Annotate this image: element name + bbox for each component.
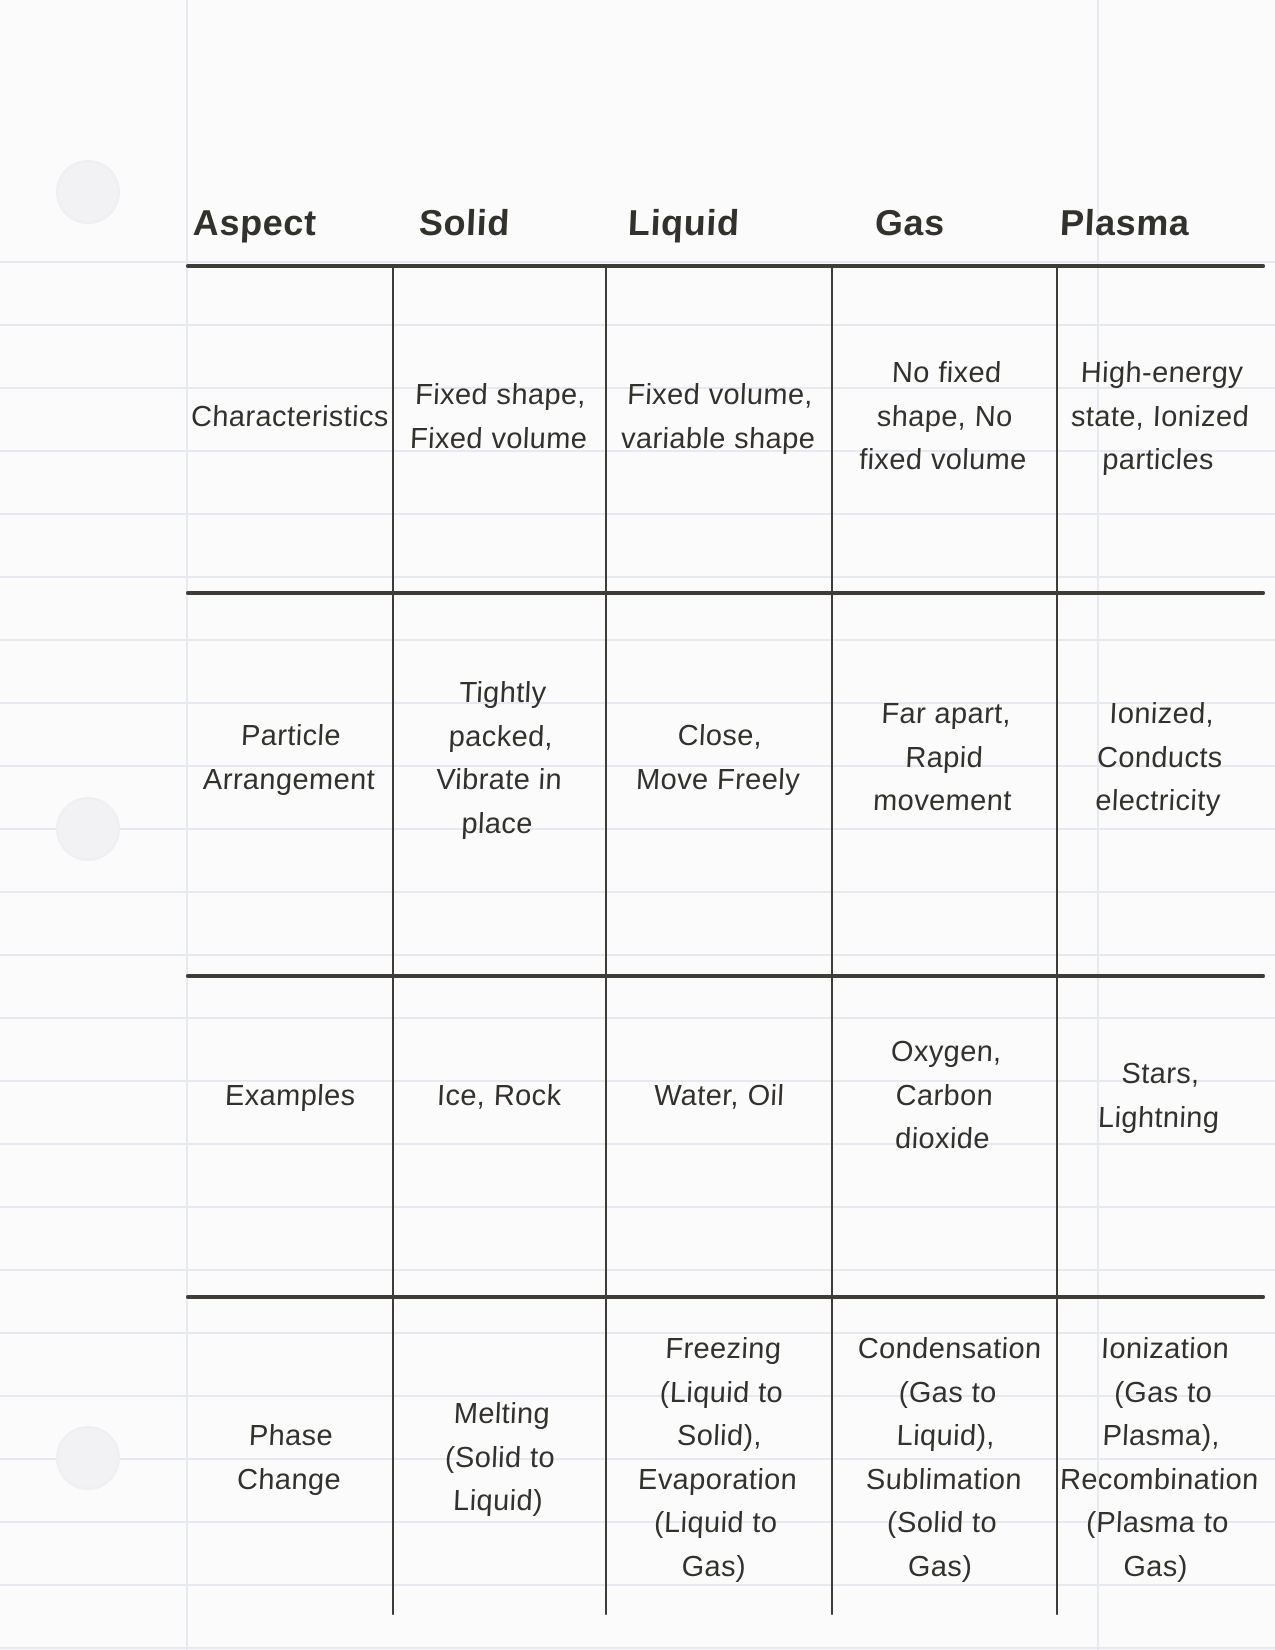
column-header-solid-label: Solid <box>418 202 511 243</box>
margin-line-left <box>186 0 188 1650</box>
states-of-matter-table: Aspect Solid Liquid Gas Plasma Character… <box>187 160 1263 1615</box>
row-header-characteristics: Characteristics <box>187 266 393 593</box>
table-row-divider-3 <box>186 1295 1265 1299</box>
cell-phase-change-gas-text: Condensation (Gas to Liquid), Sublimatio… <box>856 1332 1042 1583</box>
column-header-solid: Solid <box>393 160 606 266</box>
cell-characteristics-plasma: High-energy state, Ionized particles <box>1057 266 1263 593</box>
cell-characteristics-gas-text: No fixed shape, No fixed volume <box>858 357 1028 477</box>
column-header-aspect-label: Aspect <box>192 202 318 243</box>
cell-characteristics-liquid-text: Fixed volume, variable shape <box>620 379 816 455</box>
table-column-divider-2 <box>605 266 607 1615</box>
cell-examples-plasma: Stars, Lightning <box>1057 976 1263 1297</box>
cell-particle-arrangement-plasma: Ionized, Conducts electricity <box>1057 593 1263 976</box>
cell-characteristics-solid-text: Fixed shape, Fixed volume <box>409 379 588 455</box>
row-header-examples: Examples <box>187 976 393 1297</box>
column-header-plasma: Plasma <box>1057 160 1263 266</box>
cell-characteristics-liquid: Fixed volume, variable shape <box>606 266 832 593</box>
column-header-plasma-label: Plasma <box>1059 202 1191 243</box>
cell-phase-change-gas: Condensation (Gas to Liquid), Sublimatio… <box>832 1297 1057 1615</box>
cell-phase-change-plasma-text: Ionization (Gas to Plasma), Recombinatio… <box>1059 1332 1260 1583</box>
table-header-underline <box>186 264 1265 268</box>
binder-hole-bottom <box>56 1426 120 1490</box>
binder-hole-middle <box>56 797 120 861</box>
cell-examples-solid: Ice, Rock <box>393 976 606 1297</box>
column-header-liquid-label: Liquid <box>627 202 741 243</box>
row-header-examples-label: Examples <box>224 1079 356 1112</box>
cell-characteristics-solid: Fixed shape, Fixed volume <box>393 266 606 593</box>
table-row-divider-2 <box>186 974 1265 978</box>
table-column-divider-1 <box>392 266 394 1615</box>
cell-characteristics-gas: No fixed shape, No fixed volume <box>832 266 1057 593</box>
cell-examples-solid-text: Ice, Rock <box>436 1079 563 1112</box>
row-header-particle-arrangement: Particle Arrangement <box>187 593 393 976</box>
row-header-phase-change: Phase Change <box>187 1297 393 1615</box>
cell-examples-gas-text: Oxygen, Carbon dioxide <box>890 1036 1003 1156</box>
cell-phase-change-liquid: Freezing (Liquid to Solid), Evaporation … <box>606 1297 832 1615</box>
cell-particle-arrangement-liquid-text: Close, Move Freely <box>635 720 801 796</box>
cell-phase-change-plasma: Ionization (Gas to Plasma), Recombinatio… <box>1057 1297 1263 1615</box>
column-header-liquid: Liquid <box>606 160 832 266</box>
cell-particle-arrangement-solid-text: Tightly packed, Vibrate in place <box>434 676 563 840</box>
row-header-phase-change-label: Phase Change <box>236 1419 342 1496</box>
cell-particle-arrangement-gas-text: Far apart, Rapid movement <box>872 698 1013 818</box>
column-header-aspect: Aspect <box>187 160 393 266</box>
cell-particle-arrangement-liquid: Close, Move Freely <box>606 593 832 976</box>
cell-phase-change-liquid-text: Freezing (Liquid to Solid), Evaporation … <box>637 1332 799 1583</box>
table-column-divider-4 <box>1056 266 1058 1615</box>
column-header-gas-label: Gas <box>873 202 946 243</box>
table-column-divider-3 <box>831 266 833 1615</box>
cell-examples-liquid-text: Water, Oil <box>653 1079 785 1112</box>
row-header-particle-arrangement-label: Particle Arrangement <box>202 720 376 796</box>
cell-particle-arrangement-plasma-text: Ionized, Conducts electricity <box>1094 698 1224 818</box>
cell-particle-arrangement-gas: Far apart, Rapid movement <box>832 593 1057 976</box>
cell-phase-change-solid-text: Melting (Solid to Liquid) <box>443 1397 556 1517</box>
margin-line-right <box>1097 0 1099 1650</box>
table-row-divider-1 <box>186 591 1265 595</box>
cell-examples-gas: Oxygen, Carbon dioxide <box>832 976 1057 1297</box>
row-header-characteristics-label: Characteristics <box>190 400 390 433</box>
cell-examples-liquid: Water, Oil <box>606 976 832 1297</box>
column-header-gas: Gas <box>832 160 1057 266</box>
cell-phase-change-solid: Melting (Solid to Liquid) <box>393 1297 606 1615</box>
cell-characteristics-plasma-text: High-energy state, Ionized particles <box>1070 357 1250 477</box>
binder-hole-top <box>56 160 120 224</box>
cell-particle-arrangement-solid: Tightly packed, Vibrate in place <box>393 593 606 976</box>
cell-examples-plasma-text: Stars, Lightning <box>1097 1058 1221 1134</box>
